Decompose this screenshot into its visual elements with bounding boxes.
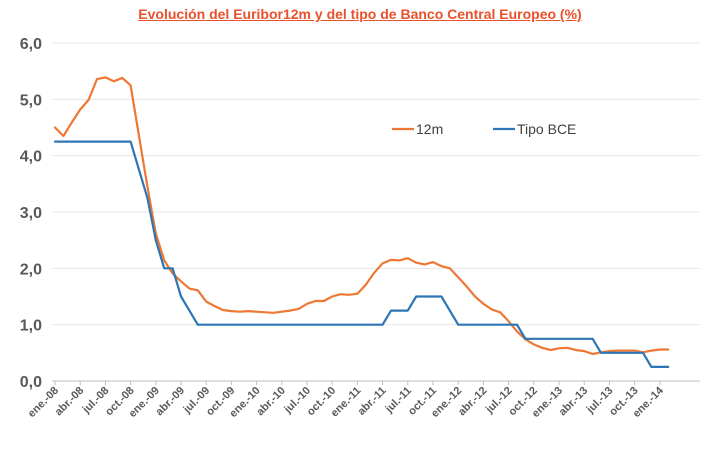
y-tick-label: 4,0 xyxy=(20,149,42,166)
x-tick-label: abr.-13 xyxy=(557,385,591,419)
x-tick-label: abr.-08 xyxy=(53,385,87,419)
y-tick-label: 1,0 xyxy=(20,318,42,335)
x-tick-label: abr.-11 xyxy=(356,385,389,418)
legend: 12m Tipo BCE xyxy=(392,121,576,137)
legend-label: 12m xyxy=(416,121,443,137)
series-line-tipo-bce xyxy=(53,140,670,368)
y-tick-label: 3,0 xyxy=(20,205,42,222)
y-tick-label: 2,0 xyxy=(20,261,42,278)
y-tick-label: 6,0 xyxy=(20,36,42,53)
chart-title: Evolución del Euribor12m y del tipo de B… xyxy=(138,6,582,22)
series-lines xyxy=(53,76,670,368)
series-line-12m xyxy=(53,76,670,356)
x-tick-label: abr.-10 xyxy=(254,385,288,419)
gridlines xyxy=(52,42,700,326)
x-tick-label: abr.-09 xyxy=(154,385,188,419)
axes: 0,01,02,03,04,05,06,0ene.-08abr.-08jul.-… xyxy=(20,36,700,420)
y-tick-label: 5,0 xyxy=(20,92,42,109)
x-tick-label: abr.-12 xyxy=(456,385,490,419)
legend-label: Tipo BCE xyxy=(517,121,576,137)
y-tick-label: 0,0 xyxy=(20,374,42,391)
